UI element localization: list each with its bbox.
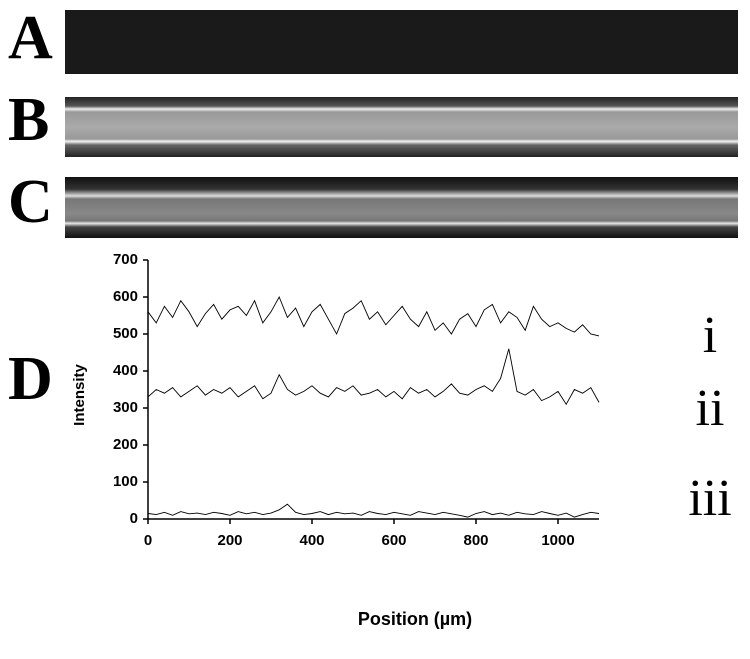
y-tick-label: 500 xyxy=(113,325,138,342)
line-series xyxy=(147,295,600,337)
y-tick-label: 300 xyxy=(113,399,138,416)
x-tick-label: 0 xyxy=(144,532,152,549)
line-series xyxy=(147,348,600,406)
x-tick-label: 600 xyxy=(381,532,406,549)
x-tick-label: 800 xyxy=(463,532,488,549)
y-tick-label: 700 xyxy=(113,251,138,268)
image-c xyxy=(65,177,738,238)
x-tick-label: 400 xyxy=(299,532,324,549)
series-label: iii xyxy=(688,470,731,527)
x-tick-label: 200 xyxy=(217,532,242,549)
image-a xyxy=(65,10,738,74)
image-b xyxy=(65,97,738,157)
panel-label: A xyxy=(8,4,53,72)
x-tick-label: 1000 xyxy=(541,532,574,549)
y-tick-label: 600 xyxy=(113,288,138,305)
x-axis-label: Position (µm) xyxy=(358,609,472,629)
series-label: ii xyxy=(696,380,725,437)
y-tick-label: 200 xyxy=(113,436,138,453)
panel-label: C xyxy=(8,168,53,236)
y-axis-label: Intensity xyxy=(71,364,88,426)
panel-label: D xyxy=(8,345,53,413)
y-tick-label: 0 xyxy=(130,510,138,527)
line-series xyxy=(147,503,600,518)
y-tick-label: 400 xyxy=(113,362,138,379)
panel-label: B xyxy=(8,86,49,154)
series-label: i xyxy=(703,307,717,364)
y-tick-label: 100 xyxy=(113,473,138,490)
